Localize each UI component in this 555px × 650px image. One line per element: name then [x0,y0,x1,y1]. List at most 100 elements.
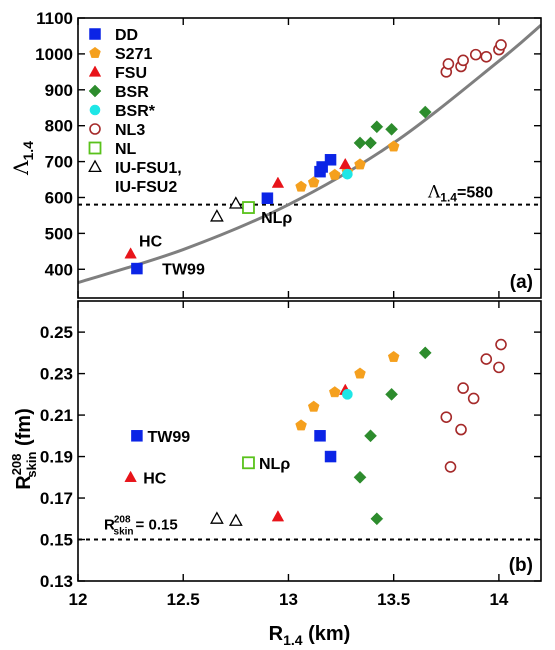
legend-marker [88,141,102,155]
series-nl3 [440,39,507,78]
data-point [440,411,453,423]
annotation-label: NLρ [259,456,290,473]
y-tick-label: 800 [45,117,73,136]
plot-frame [77,300,542,582]
data-point [124,247,137,259]
y-tick-label: 0.15 [40,531,73,550]
annotation-label: TW99 [162,262,205,279]
y-tick-label: 0.21 [40,406,73,425]
data-point [328,386,341,398]
reference-line-label: R208 skin = 0.15 [104,515,178,538]
data-point [495,39,507,51]
data-point [210,511,224,524]
data-point [418,346,432,360]
series-bsr [353,105,432,150]
data-point [457,54,469,67]
data-point [364,429,377,443]
annotation-label: HC [139,234,163,251]
legend-label: DD [115,27,138,44]
data-point [242,201,255,214]
data-point [442,58,455,70]
y-tick-label: 900 [45,81,73,100]
y-tick-label: 500 [45,224,73,243]
fit-curve [78,24,541,284]
x-tick-label: 12 [69,590,88,609]
data-point [328,168,341,180]
legend-marker [88,84,102,98]
panel-label: (a) [510,272,533,293]
series-iufsu1 [210,511,243,526]
panel-label: (b) [509,555,533,576]
legend-label: NL3 [115,122,145,139]
data-point [131,430,143,442]
series-dd [131,430,337,463]
annotation-label: HC [143,470,167,487]
data-point [370,512,384,526]
data-point [124,470,137,482]
data-point [457,382,469,394]
series-bsr [353,346,432,526]
legend-marker [89,28,101,40]
series-bsr [342,168,353,180]
legend-label: IU-FSU2 [115,179,177,196]
data-point [342,389,353,400]
y-tick-label: 0.13 [40,572,73,591]
legend: DD S271 FSU BSR BSR* NL3 NL IU-FSU1, IU-FSU2 [88,27,182,196]
legend-label: BSR* [115,103,156,120]
series-nl3 [440,338,507,473]
data-point [339,157,352,170]
x-tick-label: 13.5 [377,590,410,609]
y-tick-label: 0.19 [40,448,73,467]
data-point [444,461,457,473]
legend-marker [89,123,101,135]
x-axis-label: R1.4 (km) [269,623,351,648]
legend-marker [88,65,102,77]
data-point [387,350,400,362]
series-s271 [295,140,400,192]
data-point [480,353,493,365]
x-tick-label: 12.5 [167,590,200,609]
y-axis-label: R208skin (fm) [9,408,39,490]
x-tick-label: 13 [279,590,298,609]
data-point [228,196,243,209]
panel-b: 0.13 0.15 0.17 0.19 0.21 0.23 0.25 12 12.5 13 13.5… [9,300,542,648]
data-point [342,168,353,180]
legend-label: S271 [115,46,152,63]
legend-marker [89,104,101,116]
data-point [495,338,507,351]
legend-marker [89,46,101,58]
series-nl [242,456,255,470]
series-bsr [342,389,353,400]
data-point [353,470,367,484]
y-tick-label: 600 [45,188,73,207]
legend-label: NL [115,141,137,158]
y-axis-label: Λ1.4 [9,141,36,176]
data-point [261,192,274,204]
y-tick-label: 0.23 [40,365,73,384]
legend-label: IU-FSU1, [115,160,182,177]
data-point [324,154,337,166]
data-point [455,423,467,436]
x-tick-label: 14 [489,590,508,609]
data-point [385,387,398,401]
data-point [271,176,285,188]
data-point [242,456,255,470]
data-point [387,140,400,152]
data-point [314,430,326,442]
series-fsu [124,157,352,259]
data-point [210,209,224,222]
annotation-label: TW99 [147,429,190,446]
data-point [307,176,320,188]
data-point [228,513,243,526]
data-point [493,361,505,374]
data-point [353,136,367,150]
data-point [354,367,366,379]
data-point [385,122,398,136]
y-tick-label: 0.25 [40,323,73,342]
reference-line-label: Λ1.4=580 [427,183,493,205]
y-tick-label: 1100 [36,9,73,28]
series-nl [242,201,255,214]
data-point [307,400,320,412]
data-point [418,105,432,119]
